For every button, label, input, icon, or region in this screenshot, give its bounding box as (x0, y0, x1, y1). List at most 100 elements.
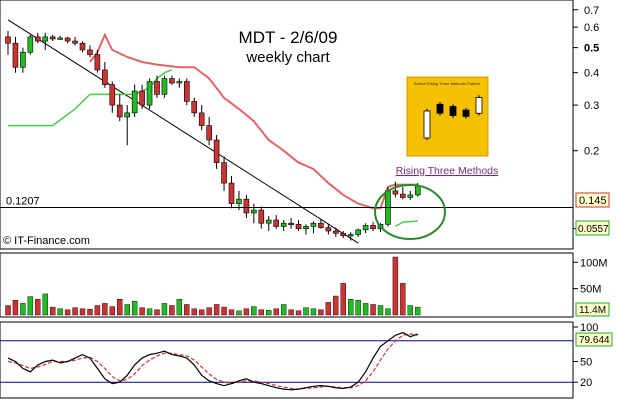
price-candle (139, 90, 145, 106)
volume-bar (146, 308, 153, 316)
price-candle (265, 219, 272, 224)
volume-bar (385, 308, 391, 316)
chart-subtitle: weekly chart (245, 49, 330, 66)
price-candle (258, 209, 265, 224)
volume-bar (72, 307, 78, 316)
stochastic-axis-tick-label: 20 (580, 377, 592, 389)
price-candle (34, 36, 41, 42)
price-candle (79, 42, 86, 51)
price-candle (332, 230, 339, 234)
volume-bar (198, 309, 205, 316)
volume-panel-frame (0, 252, 574, 318)
volume-bar (280, 304, 287, 316)
volume-bar (94, 305, 101, 316)
volume-bar (355, 300, 361, 316)
stochastic-k-line (7, 331, 418, 391)
price-candle (206, 125, 212, 141)
volume-bar (139, 307, 145, 316)
price-candle (87, 49, 93, 55)
downtrend-line (7, 19, 359, 244)
price-axis-tick-label: 0.5 (584, 43, 599, 55)
volume-bar (221, 306, 227, 316)
volume-bar (340, 283, 346, 316)
volume-axis-tick-label: 50M (580, 284, 601, 296)
price-candle (213, 139, 220, 163)
volume-bar (131, 301, 138, 316)
last-price-value: 0.145 (579, 195, 607, 207)
volume-axis-tick-label: 100M (580, 257, 608, 269)
inset-candle (436, 103, 444, 114)
price-candle (400, 193, 406, 198)
volume-bar (325, 302, 332, 316)
price-candle (124, 112, 130, 118)
volume-bar (206, 307, 212, 316)
volume-bar (273, 308, 279, 316)
stochastic-axis-tick-label: 50 (580, 357, 592, 369)
inset-candle (462, 109, 470, 117)
price-candle (362, 225, 369, 231)
volume-bar (303, 307, 309, 316)
price-candle (176, 81, 183, 84)
resistance-line (89, 32, 418, 210)
volume-bar (191, 308, 197, 316)
price-candle (12, 42, 19, 68)
price-candle (243, 198, 250, 214)
volume-bar (109, 306, 116, 316)
volume-bar (35, 298, 41, 316)
volume-bar (370, 304, 376, 316)
rising-three-methods-link[interactable]: Rising Three Methods (396, 165, 499, 177)
support-value: 0.0557 (578, 224, 609, 235)
price-candle (154, 81, 160, 95)
volume-bar (377, 305, 384, 316)
inset-candle (475, 97, 483, 114)
price-axis-tick-label: 0.3 (584, 100, 599, 112)
price-candle (236, 198, 242, 204)
stochastic-value-badge (575, 332, 613, 347)
price-candle (318, 222, 324, 228)
price-candle (57, 37, 63, 40)
volume-bar (50, 306, 56, 316)
volume-bar (213, 304, 220, 316)
price-candle (64, 37, 71, 42)
price-candle (146, 81, 153, 106)
price-candle (392, 190, 399, 195)
price-axis-tick-label: 0.4 (584, 68, 599, 80)
price-candle (42, 36, 49, 42)
rising-three-methods-inset: Bullish Rising Three Methods Pattern (406, 76, 489, 157)
inset-background (406, 76, 489, 157)
price-candle (27, 36, 34, 53)
price-candle (191, 101, 198, 114)
volume-bar (102, 303, 108, 316)
volume-bar (154, 309, 160, 316)
volume-bar (288, 309, 294, 316)
volume-bar (407, 305, 413, 316)
stochastic-value: 79.644 (579, 335, 610, 346)
stochastic-panel-frame (0, 321, 574, 399)
last-price-badge (575, 192, 610, 208)
volume-bar (243, 308, 250, 316)
price-candle (347, 234, 354, 237)
last-volume-value: 11.4M (579, 305, 606, 316)
price-candle (169, 78, 175, 84)
price-candle (131, 90, 138, 114)
price-candle (221, 162, 227, 184)
price-candle (161, 78, 168, 95)
volume-bar (310, 308, 317, 316)
volume-bar (5, 305, 11, 316)
price-candle (72, 40, 78, 44)
price-axis-tick-label: 0.7 (584, 5, 599, 17)
price-candle (49, 36, 56, 40)
volume-bar (117, 298, 123, 316)
price-candle (198, 112, 205, 126)
volume-bar (161, 303, 168, 316)
volume-bar (20, 303, 26, 316)
volume-bar (124, 304, 130, 316)
volume-bar (348, 298, 354, 316)
volume-bar (415, 306, 421, 316)
volume-bar (258, 309, 264, 316)
volume-bar (295, 310, 302, 316)
price-candle (116, 104, 123, 118)
volume-bar (169, 305, 175, 316)
